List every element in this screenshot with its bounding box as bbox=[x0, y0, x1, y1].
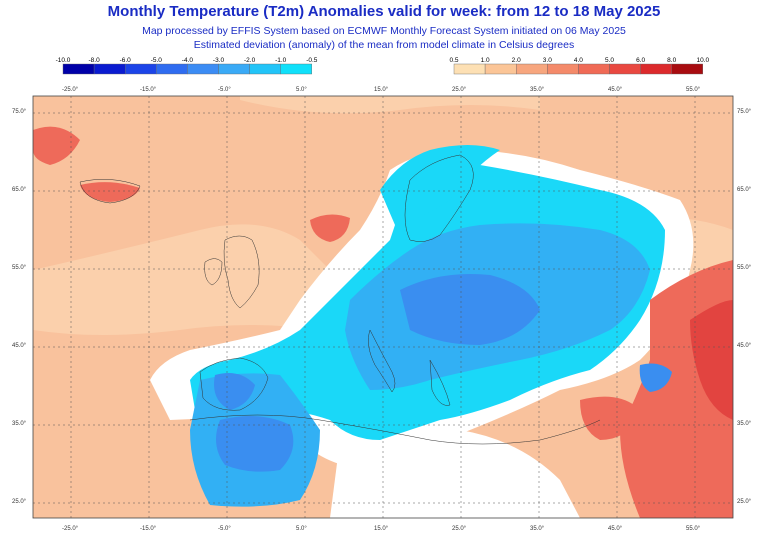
hot-greenland bbox=[33, 126, 80, 165]
map-subtitle-description: Estimated deviation (anomaly) of the mea… bbox=[193, 39, 575, 51]
hot-south-east bbox=[580, 396, 640, 440]
tick-label: 25.0° bbox=[737, 499, 752, 505]
tick-label: 5.0° bbox=[296, 87, 307, 93]
tick-label: 15.0° bbox=[374, 526, 389, 532]
tick-label: 55.0° bbox=[686, 526, 701, 532]
tick-label: 25.0° bbox=[452, 526, 467, 532]
tick-label: 35.0° bbox=[530, 526, 545, 532]
tick-label: -25.0° bbox=[62, 87, 79, 93]
tick-label: 45.0° bbox=[12, 343, 27, 349]
tick-label: 55.0° bbox=[12, 265, 27, 271]
legend-warm-label: 8.0 bbox=[667, 57, 677, 64]
legend-warm-label: 0.5 bbox=[449, 57, 459, 64]
legend-cold-label: -1.0 bbox=[275, 57, 287, 64]
legend-warm-label: 2.0 bbox=[511, 57, 521, 64]
tick-label: 65.0° bbox=[12, 187, 27, 193]
hot-norway bbox=[310, 214, 350, 242]
caspian-cold bbox=[639, 363, 672, 392]
legend-warm-label: 4.0 bbox=[573, 57, 583, 64]
cold-light-scandinavia bbox=[380, 145, 500, 225]
tick-label: 75.0° bbox=[12, 109, 27, 115]
legend-cold-label: -6.0 bbox=[119, 57, 131, 64]
tick-label: 45.0° bbox=[608, 526, 623, 532]
legend-cold-label: -10.0 bbox=[55, 57, 71, 64]
legend-cold-label: -0.5 bbox=[306, 57, 318, 64]
tick-label: 75.0° bbox=[737, 109, 752, 115]
light-warm-north-atlantic bbox=[33, 224, 360, 335]
tick-label: 15.0° bbox=[374, 87, 389, 93]
map-title: Monthly Temperature (T2m) Anomalies vali… bbox=[107, 3, 661, 20]
legend-cold-label: -2.0 bbox=[243, 57, 256, 64]
legend-warm-swatch bbox=[671, 63, 704, 75]
light-warm-arctic bbox=[240, 96, 540, 114]
tick-label: 55.0° bbox=[737, 265, 752, 271]
tick-label: -15.0° bbox=[140, 526, 157, 532]
tick-label: -25.0° bbox=[62, 526, 79, 532]
tick-label: 35.0° bbox=[12, 421, 27, 427]
tick-label: 55.0° bbox=[686, 87, 701, 93]
legend-warm-label: 5.0 bbox=[604, 57, 615, 64]
tick-label: 65.0° bbox=[737, 187, 752, 193]
tick-label: 35.0° bbox=[737, 421, 752, 427]
tick-label: -5.0° bbox=[218, 87, 231, 93]
tick-label: 25.0° bbox=[12, 499, 27, 505]
coastlines bbox=[79, 154, 601, 445]
legend-cold-swatch bbox=[280, 63, 313, 75]
legend-warm-label: 3.0 bbox=[542, 57, 552, 64]
cold-deep-iberia bbox=[214, 372, 255, 410]
tick-label: 35.0° bbox=[530, 87, 545, 93]
legend-warm-bar bbox=[453, 63, 704, 75]
legend-cold-label: -5.0 bbox=[150, 57, 162, 64]
legend-warm-label: 1.0 bbox=[480, 57, 490, 64]
map-frame bbox=[32, 95, 734, 519]
legend-cold-label: -8.0 bbox=[88, 57, 100, 64]
tick-label: 45.0° bbox=[608, 87, 623, 93]
hot-iceland bbox=[80, 182, 140, 202]
legend-warm-label: 6.0 bbox=[636, 57, 646, 64]
tick-label: -15.0° bbox=[140, 87, 157, 93]
tick-label: 45.0° bbox=[737, 343, 752, 349]
tick-label: 5.0° bbox=[296, 526, 307, 532]
cold-deep-centraleurope bbox=[400, 274, 540, 345]
legend-cold-label: -3.0 bbox=[212, 57, 225, 64]
tick-label: 25.0° bbox=[452, 87, 467, 93]
legend-warm-label: 10.0 bbox=[696, 57, 710, 64]
cold-deep-northafrica bbox=[216, 416, 294, 472]
tick-label: -5.0° bbox=[218, 526, 231, 532]
neutral-sahara bbox=[330, 426, 580, 518]
map-subtitle-source: Map processed by EFFIS System based on E… bbox=[142, 25, 626, 37]
legend-cold-bar bbox=[62, 63, 313, 75]
graticule bbox=[33, 96, 733, 518]
hotter-east bbox=[690, 300, 733, 420]
legend-cold-label: -4.0 bbox=[181, 57, 193, 64]
